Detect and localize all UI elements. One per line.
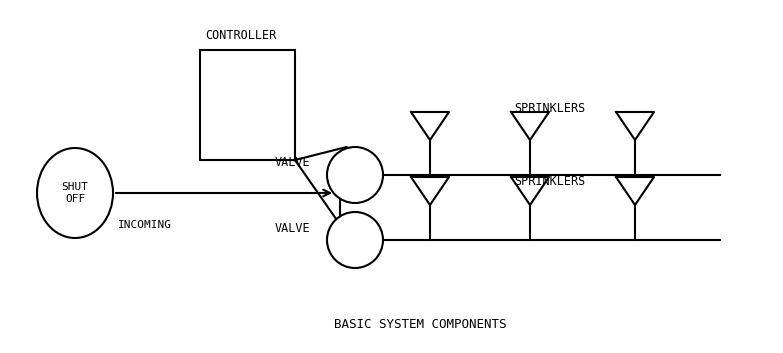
Ellipse shape [327, 212, 383, 268]
Text: SHUT
OFF: SHUT OFF [62, 182, 88, 204]
Ellipse shape [37, 148, 113, 238]
Text: SPRINKLERS: SPRINKLERS [514, 175, 586, 188]
Text: CONTROLLER: CONTROLLER [205, 29, 276, 42]
Text: SPRINKLERS: SPRINKLERS [514, 102, 586, 115]
Ellipse shape [327, 147, 383, 203]
Bar [200, 50, 295, 160]
Text: BASIC SYSTEM COMPONENTS: BASIC SYSTEM COMPONENTS [334, 318, 507, 331]
Text: INCOMING: INCOMING [118, 220, 172, 230]
Text: VALVE: VALVE [275, 156, 311, 169]
Text: VALVE: VALVE [275, 221, 311, 234]
